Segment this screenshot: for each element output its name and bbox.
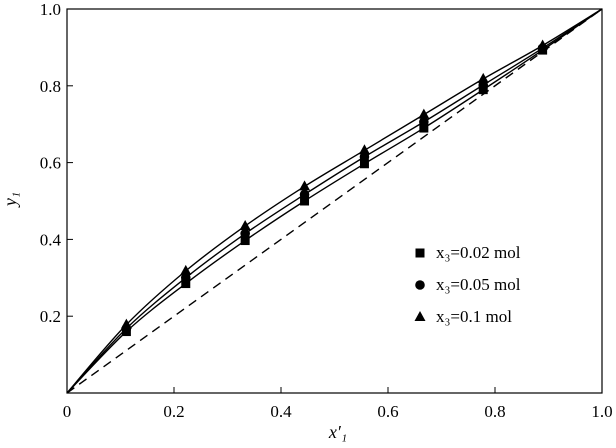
data-point-circle xyxy=(240,228,250,239)
y-tick-label: 0.8 xyxy=(40,77,61,96)
y-tick-label: 0.6 xyxy=(40,154,61,173)
legend-marker-square xyxy=(415,248,425,258)
data-point-square xyxy=(240,236,250,246)
series-line xyxy=(66,8,603,394)
legend-entry: x₃=0.05 mol xyxy=(415,275,521,294)
legend-entry: x₃=0.02 mol xyxy=(415,243,521,262)
x-tick-label: 0.8 xyxy=(484,402,505,421)
data-point-triangle xyxy=(418,108,430,119)
data-point-square xyxy=(300,196,310,206)
legend-entry: x₃=0.1 mol xyxy=(414,307,512,326)
diagonal-reference-layer xyxy=(66,8,603,394)
data-point-triangle xyxy=(477,72,489,83)
legend: x₃=0.02 mol x₃=0.05 mol x₃=0.1 mol xyxy=(414,243,521,326)
y-tick-label: 0.4 xyxy=(40,230,62,249)
legend-marker-circle xyxy=(415,280,425,290)
x-tick-label: 0 xyxy=(63,402,72,421)
legend-label: x₃=0.1 mol xyxy=(436,307,512,326)
data-point-circle xyxy=(299,189,310,200)
data-point-square xyxy=(419,123,429,133)
y-axis-label: y₁ xyxy=(0,192,20,208)
data-point-triangle xyxy=(180,264,192,275)
data-point-square xyxy=(359,159,369,169)
series-line xyxy=(66,8,603,394)
diagonal-reference-line xyxy=(66,8,603,394)
data-point-triangle xyxy=(299,180,311,191)
data-point-circle xyxy=(419,117,429,127)
data-point-circle xyxy=(180,273,191,283)
data-point-circle xyxy=(359,152,370,162)
data-point-triangle xyxy=(537,39,549,50)
series-line xyxy=(66,8,603,394)
series-triangle xyxy=(66,8,603,394)
x-tick-label: 0.2 xyxy=(163,402,184,421)
data-point-triangle xyxy=(120,318,132,329)
y-tick-label: 1.0 xyxy=(40,0,61,19)
data-point-triangle xyxy=(358,144,370,155)
x-tick-label: 0.4 xyxy=(270,402,292,421)
x-tick-label: 1.0 xyxy=(591,402,612,421)
data-point-square xyxy=(181,279,191,289)
legend-marker-triangle xyxy=(414,311,426,321)
x-tick-label: 0.6 xyxy=(377,402,398,421)
series-layer xyxy=(66,8,603,394)
legend-label: x₃=0.02 mol xyxy=(436,243,521,262)
x-axis-label: x′₁ xyxy=(328,422,347,442)
plot-frame xyxy=(66,8,603,394)
legend-label: x₃=0.05 mol xyxy=(436,275,521,294)
y-tick-label: 0.2 xyxy=(40,307,61,326)
data-point-triangle xyxy=(239,219,251,230)
tick-layer: 0 0.2 0.4 0.6 0.8 1.0 0.2 0.4 0.6 0.8 1.0 xyxy=(40,0,613,421)
